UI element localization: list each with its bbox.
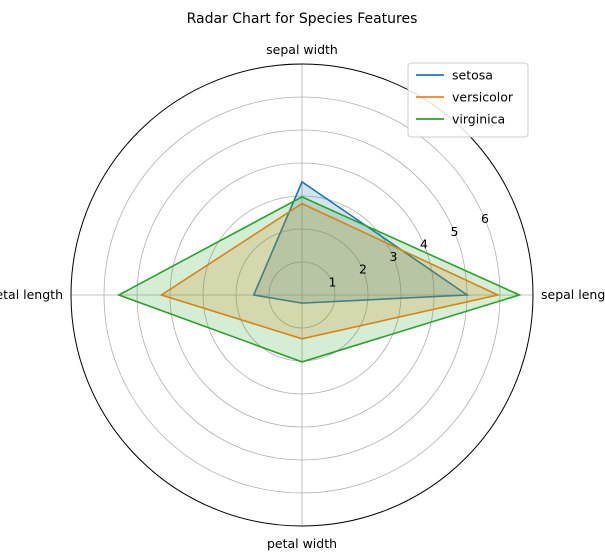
axis-label-3: petal length (0, 287, 63, 302)
chart-title: Radar Chart for Species Features (187, 11, 418, 27)
radial-tick-labels: 1 2 3 4 5 6 (329, 211, 489, 289)
r-tick-label-3: 3 (389, 249, 397, 264)
legend-label-setosa: setosa (452, 68, 493, 83)
legend: setosa versicolor virginica (407, 62, 529, 138)
series-line-setosa (252, 180, 470, 304)
series-area-setosa (253, 181, 468, 304)
r-tick-label-2: 2 (359, 262, 367, 277)
axis-label-1: sepal length (541, 287, 605, 302)
series-area-versicolor (161, 203, 498, 339)
axis-label-4: petal width (267, 536, 337, 551)
outer-frame (70, 63, 534, 527)
series-line-virginica (116, 195, 522, 363)
legend-label-versicolor: versicolor (452, 90, 514, 105)
series-line-versicolor (159, 202, 501, 340)
radial-grid (70, 63, 534, 527)
axis-labels: sepal length sepal width petal length petal… (0, 42, 605, 551)
legend-label-virginica: virginica (452, 112, 505, 127)
r-tick-label-5: 5 (450, 224, 458, 239)
axis-label-2: sepal width (266, 42, 338, 57)
r-tick-label-1: 1 (329, 274, 337, 289)
r-tick-label-6: 6 (481, 211, 489, 226)
series-layer (116, 180, 522, 363)
r-tick-label-4: 4 (420, 236, 428, 251)
series-area-virginica (118, 196, 520, 362)
